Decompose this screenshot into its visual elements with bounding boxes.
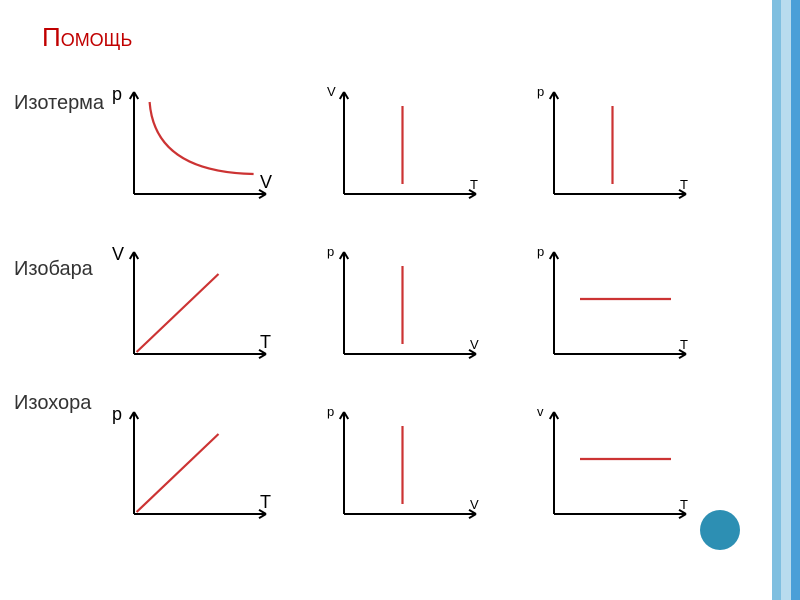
x-axis-label: V xyxy=(470,497,479,512)
bullet-icon xyxy=(700,510,740,550)
plot-cell: pV xyxy=(330,240,488,368)
plot-svg xyxy=(330,400,488,528)
plot-cell: pT xyxy=(540,240,698,368)
plot-cell: pV xyxy=(330,400,488,528)
y-axis-label: p xyxy=(327,404,334,419)
x-axis-label: T xyxy=(680,337,688,352)
plot-cell: vT xyxy=(540,400,698,528)
plot-svg xyxy=(120,80,278,208)
plot-svg xyxy=(120,400,278,528)
plot-svg xyxy=(540,240,698,368)
plot-svg xyxy=(330,240,488,368)
x-axis-label: T xyxy=(470,177,478,192)
plot-svg xyxy=(540,400,698,528)
y-axis-label: p xyxy=(537,244,544,259)
plot-cell: pV xyxy=(120,80,278,208)
plot-svg xyxy=(330,80,488,208)
slide-frame: { "title": { "text": "Помощь", "color": … xyxy=(0,0,800,600)
y-axis-label: V xyxy=(112,244,124,265)
y-axis-label: v xyxy=(537,404,544,419)
y-axis-label: p xyxy=(537,84,544,99)
x-axis-label: T xyxy=(680,177,688,192)
y-axis-label: p xyxy=(112,404,122,425)
plot-cell: VT xyxy=(330,80,488,208)
plot-cell: pT xyxy=(540,80,698,208)
plot-grid: pV VT pT xyxy=(0,0,800,600)
plot-svg xyxy=(120,240,278,368)
y-axis-label: p xyxy=(327,244,334,259)
y-axis-label: V xyxy=(327,84,336,99)
x-axis-label: T xyxy=(260,492,271,513)
x-axis-label: V xyxy=(260,172,272,193)
y-axis-label: p xyxy=(112,84,122,105)
plot-svg xyxy=(540,80,698,208)
x-axis-label: T xyxy=(260,332,271,353)
plot-cell: VT xyxy=(120,240,278,368)
x-axis-label: V xyxy=(470,337,479,352)
x-axis-label: T xyxy=(680,497,688,512)
plot-cell: pT xyxy=(120,400,278,528)
